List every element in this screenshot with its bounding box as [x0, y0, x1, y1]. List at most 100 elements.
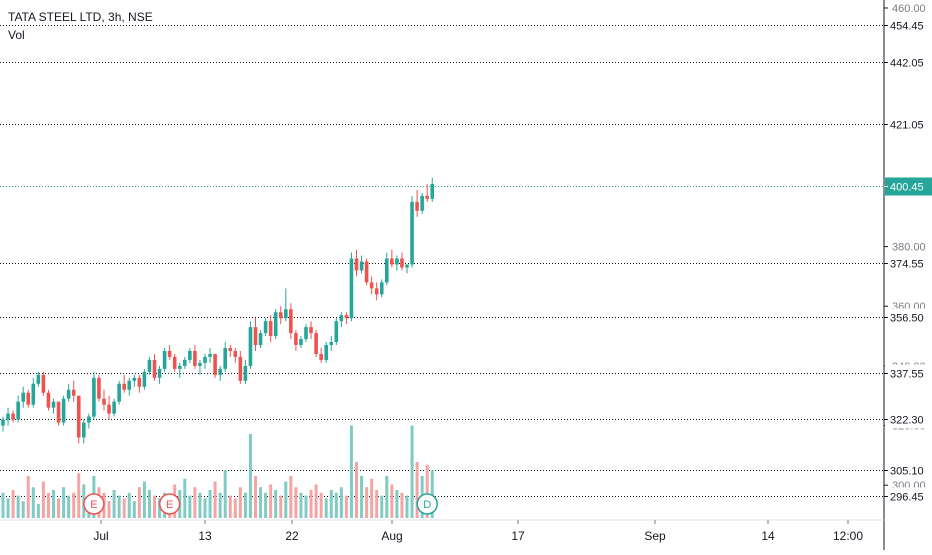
- candle-body: [374, 288, 379, 295]
- candle-body: [46, 392, 51, 408]
- time-tick-label: 13: [198, 529, 212, 543]
- candle-body: [127, 380, 132, 390]
- candle-body: [263, 321, 268, 334]
- volume-bar: [243, 492, 247, 518]
- candle-body: [400, 258, 404, 268]
- candle-body: [324, 345, 328, 360]
- candle-body: [218, 368, 222, 375]
- candle-body: [137, 377, 142, 387]
- volume-indicator-label: Vol: [8, 28, 25, 42]
- volume-bar: [259, 487, 263, 518]
- volume-bar: [142, 481, 146, 518]
- volume-bar: [107, 501, 111, 518]
- candle-body: [334, 321, 339, 343]
- volume-bar: [304, 495, 308, 518]
- candle-body: [152, 359, 157, 378]
- candle-body: [379, 282, 384, 295]
- candle-body: [258, 333, 263, 346]
- candle-body: [61, 398, 66, 423]
- candle-body: [198, 362, 202, 366]
- candle-body: [329, 342, 334, 346]
- volume-bar: [6, 498, 10, 518]
- volume-bar: [279, 495, 283, 518]
- time-axis[interactable]: Jul 13 22 Aug 17 Sep 14 12:00: [93, 520, 863, 543]
- volume-bar: [314, 484, 318, 518]
- candle-body: [354, 258, 359, 271]
- candle-body: [112, 401, 116, 414]
- level-badge: [885, 16, 932, 35]
- candle-body: [6, 413, 10, 420]
- candle-body: [102, 398, 106, 405]
- price-tick-label: 380.00: [892, 242, 926, 254]
- volume-bar: [203, 498, 207, 518]
- level-label: 305.10: [890, 466, 924, 478]
- level-label: 296.45: [890, 492, 924, 504]
- event-marker-badge: [158, 493, 181, 515]
- candle-body: [167, 350, 172, 357]
- volume-bar: [72, 492, 76, 518]
- candle-body: [284, 309, 288, 319]
- symbol-title: TATA STEEL LTD, 3h, NSE: [8, 10, 153, 24]
- volume-bar: [425, 464, 429, 518]
- volume-bar: [415, 462, 419, 518]
- volume-bar: [254, 476, 257, 518]
- candle-body: [132, 377, 137, 381]
- volume-bar: [31, 487, 35, 518]
- event-marker-label: D: [423, 499, 431, 511]
- candle-body: [253, 327, 258, 346]
- time-tick-label: 22: [285, 529, 299, 543]
- candle-body: [71, 389, 76, 396]
- candle-body: [278, 312, 283, 319]
- candle-body: [51, 401, 56, 408]
- candle-body: [41, 374, 46, 393]
- candle-body: [430, 183, 435, 199]
- candle-body: [188, 350, 192, 360]
- candle-body: [238, 356, 243, 381]
- volume-bar: [26, 476, 30, 518]
- candle-body: [177, 365, 182, 369]
- time-tick-label: 12:00: [833, 529, 863, 543]
- volume-bar: [198, 492, 202, 518]
- candle-body: [339, 315, 344, 322]
- candle-body: [157, 368, 162, 378]
- volume-bar: [360, 476, 364, 518]
- volume-bar: [324, 498, 328, 518]
- volume-bar: [36, 504, 40, 518]
- candle-body: [117, 383, 121, 402]
- volume-bar: [339, 487, 343, 518]
- level-label: 454.45: [890, 21, 924, 33]
- candle-body: [385, 258, 389, 283]
- volume-bar: [1, 492, 5, 518]
- candle-body: [359, 261, 364, 271]
- candle-body: [36, 374, 41, 384]
- volume-bar: [193, 487, 197, 518]
- volume-bar: [334, 492, 338, 518]
- volume-bar: [122, 498, 126, 518]
- volume-bar: [233, 498, 237, 518]
- volume-bar: [57, 498, 61, 518]
- volume-bar: [410, 425, 414, 518]
- level-badge: [885, 410, 932, 429]
- volume-bar: [344, 495, 348, 518]
- volume-bar: [137, 487, 141, 518]
- price-axis[interactable]: 460.00380.00360.00340.00320.00300.00454.…: [884, 3, 932, 506]
- volume-bar: [319, 492, 323, 518]
- volume-bar: [112, 490, 116, 518]
- level-badge: [885, 177, 932, 196]
- volume-bar: [16, 495, 20, 518]
- volume-bar: [380, 495, 384, 518]
- volume-bar: [228, 495, 232, 518]
- candle-body: [395, 258, 399, 265]
- candle-body: [147, 359, 152, 372]
- time-tick-label: Sep: [644, 529, 666, 543]
- volume-bar: [208, 490, 212, 518]
- volume-bar: [349, 425, 353, 518]
- volume-bar: [132, 501, 136, 518]
- volume-bar: [67, 495, 71, 518]
- candle-body: [223, 347, 227, 369]
- volume-bar: [62, 487, 66, 518]
- volume-bar: [158, 498, 162, 518]
- candle-body: [273, 312, 278, 337]
